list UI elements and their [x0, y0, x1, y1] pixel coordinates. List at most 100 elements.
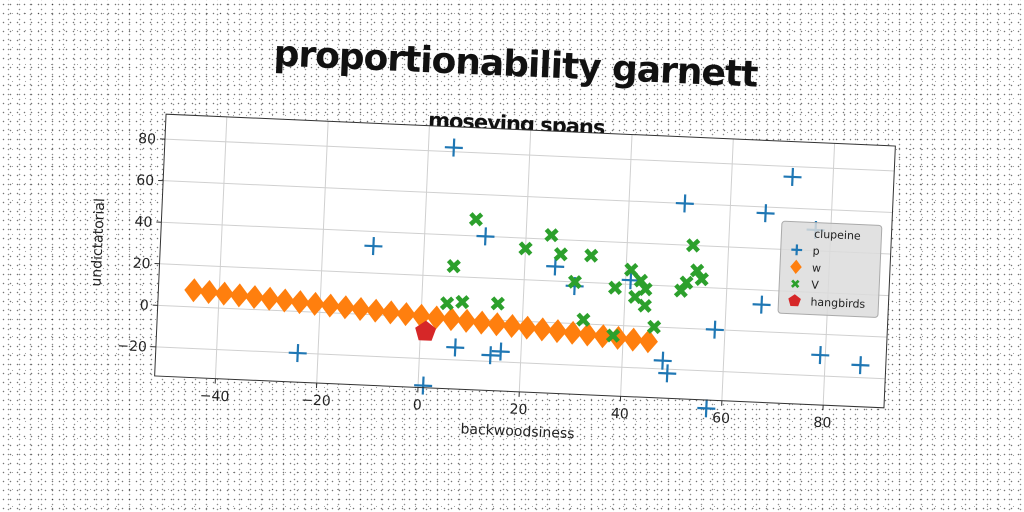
series-w-point: [638, 329, 658, 354]
x-gridline: [316, 121, 329, 384]
series-w-point: [472, 310, 492, 335]
plus-arm-v: [488, 346, 492, 365]
series-p-point: [288, 344, 307, 363]
chart-title: proportionability garnett: [273, 33, 759, 95]
y-gridline: [163, 180, 893, 214]
legend-label-p: p: [812, 245, 820, 258]
series-w-point: [184, 278, 204, 303]
series-p-point: [481, 346, 500, 365]
series-V-point: [646, 319, 662, 335]
plus-arm-v: [704, 399, 708, 418]
series-w-point: [290, 290, 310, 315]
plus-arm-v: [683, 194, 687, 213]
y-tick-label: 0: [139, 298, 149, 314]
series-V-point: [553, 247, 568, 262]
series-w-point: [366, 298, 386, 323]
series-V-point: [518, 241, 533, 256]
series-p-point: [697, 399, 716, 418]
plus-arm-v: [661, 351, 665, 370]
series-w-point: [578, 322, 598, 347]
legend-title: clupeine: [814, 228, 861, 243]
x-tick-label: 20: [509, 401, 528, 418]
series-p-point: [621, 271, 640, 290]
series-w-point: [456, 308, 477, 333]
series-V-point: [446, 259, 461, 274]
series-hangbirds-point: [415, 320, 437, 341]
series-V-point: [584, 248, 599, 263]
series-w-point: [547, 319, 568, 344]
y-gridline: [161, 221, 891, 255]
series-p-point: [414, 376, 433, 395]
series-V-point: [694, 271, 709, 287]
series-w-point: [411, 303, 431, 328]
plus-arm-v: [483, 227, 487, 246]
series-p-point: [752, 295, 771, 314]
series-w-point: [381, 300, 401, 325]
series-w-point: [563, 320, 583, 345]
y-gridline: [157, 304, 888, 338]
plus-arm-v: [499, 342, 503, 361]
series-V-point: [638, 281, 653, 297]
series-w-point: [350, 296, 371, 321]
y-tick-label: 80: [138, 131, 157, 148]
series-V-point: [673, 283, 689, 298]
x-tick-label: −40: [200, 388, 230, 405]
series-w-point: [275, 288, 295, 313]
plus-arm-v: [421, 376, 425, 395]
plot-frame: [154, 113, 896, 409]
x-tick-label: 0: [412, 397, 422, 413]
series-w-point: [244, 285, 265, 310]
series-w-point: [320, 293, 340, 318]
legend-marker-V: [790, 279, 800, 289]
series-w-point: [532, 317, 552, 342]
x-tick-label: −20: [301, 392, 331, 409]
series-V-point: [567, 274, 582, 290]
plus-arm-v: [452, 138, 456, 157]
series-V-point: [455, 294, 470, 310]
x-gridline: [417, 125, 430, 388]
series-V-point: [490, 296, 505, 311]
y-tick-label: 60: [136, 173, 155, 190]
x-tick-label: 40: [611, 406, 630, 423]
series-w-point: [441, 307, 462, 332]
plus-arm-v: [760, 295, 764, 314]
series-p-point: [756, 204, 775, 223]
series-p-point: [811, 346, 830, 365]
series-w-point: [396, 302, 416, 327]
series-V-point: [627, 289, 643, 305]
y-tick-label: 40: [134, 214, 153, 231]
plot-area: −40 −20 0 20 40 60 80 −20 0 20 40 60 80 backwoodsines…: [88, 113, 896, 442]
series-V-point: [689, 263, 705, 278]
series-p-point: [364, 237, 383, 256]
plus-arm-v: [764, 204, 768, 223]
series-V-point: [439, 296, 455, 311]
series-p-point: [444, 138, 463, 157]
series-w-point: [305, 291, 325, 316]
plus-arm-v: [858, 356, 862, 375]
series-w-point: [502, 314, 522, 338]
series-V-point: [544, 227, 559, 243]
y-gridline: [164, 138, 895, 172]
series-w-point: [260, 286, 280, 311]
x-axis-label: backwoodsiness: [460, 421, 575, 442]
y-axis-label: undictatorial: [88, 198, 108, 287]
series-V-point: [576, 312, 591, 327]
series-p-point: [705, 320, 724, 339]
legend-marker-hangbirds: [788, 294, 801, 307]
series-w-point: [335, 295, 355, 320]
plus-arm-v: [818, 346, 822, 365]
y-gridline: [155, 346, 886, 380]
x-gridline: [721, 138, 734, 401]
plus-arm-v: [453, 338, 457, 357]
plus-arm-v: [713, 320, 717, 339]
series-p-point: [851, 356, 870, 375]
plus-arm-v: [665, 364, 669, 383]
series-w-point: [623, 327, 643, 352]
series-w-point: [229, 283, 249, 308]
series-V-point: [685, 238, 701, 253]
series-w-point: [214, 281, 234, 306]
series-V-point: [468, 212, 484, 227]
series-w-point: [426, 305, 446, 330]
series-p-point: [476, 227, 495, 246]
